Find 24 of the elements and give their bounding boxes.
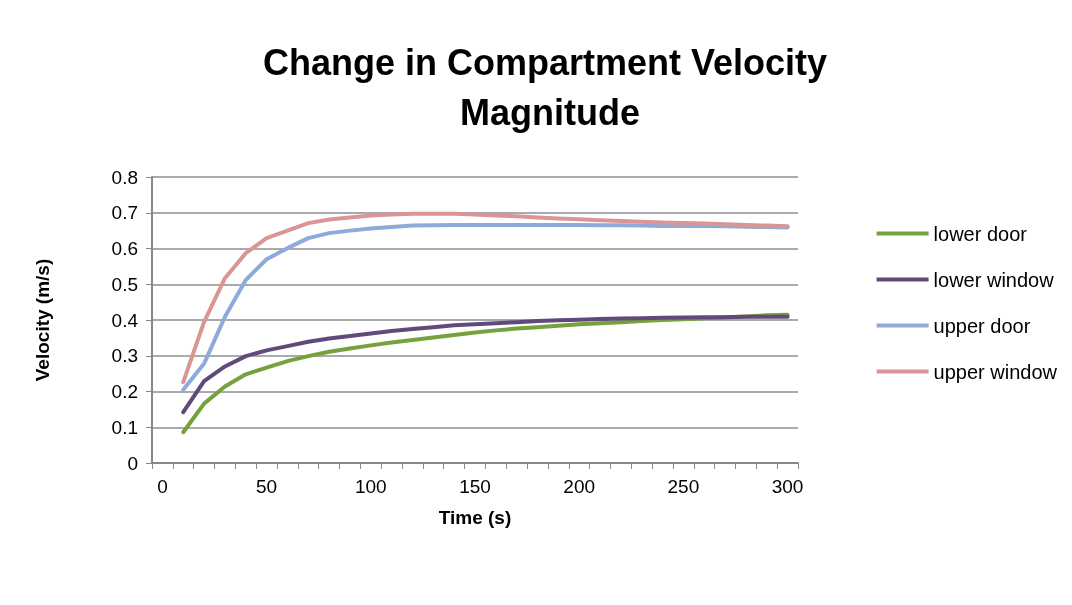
y-tick-label: 0.7 [111,202,138,224]
x-tick-label: 300 [771,476,804,497]
x-tick-label: 0 [157,476,168,497]
y-axis-title: Velocity (m/s) [32,258,53,382]
legend-label: upper window [933,360,1058,383]
x-tick-label: 150 [459,476,491,497]
y-tick-label: 0.5 [111,273,138,295]
y-tick-label: 0.6 [111,238,138,259]
y-tick-label: 0.2 [111,381,138,402]
x-tick-label: 200 [563,476,596,497]
line-series [181,314,790,415]
y-tick-label: 0 [127,452,138,474]
legend-label: upper door [933,314,1031,337]
x-axis-title: Time (s) [438,507,512,528]
y-tick-label: 0.3 [111,345,138,367]
x-tick-label: 50 [256,476,278,497]
legend-label: lower window [933,268,1055,291]
x-tick-label: 250 [667,476,700,497]
y-tick-label: 0.8 [111,166,138,188]
legend-label: lower door [933,222,1028,245]
y-tick-label: 0.4 [111,309,139,331]
chart-title: Change in Compartment Velocity Magnitude [262,41,838,133]
x-tick-label: 100 [354,476,387,497]
y-tick-label: 0.1 [111,416,138,438]
